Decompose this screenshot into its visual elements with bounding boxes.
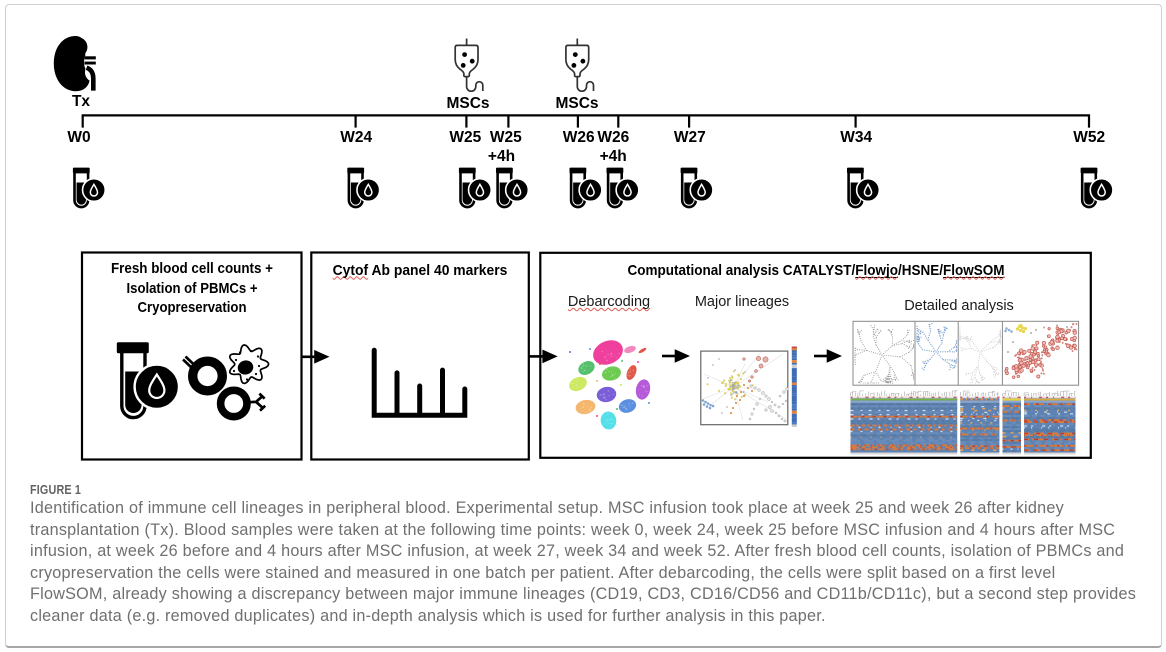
svg-text:W26: W26 bbox=[597, 129, 629, 146]
svg-text:W27: W27 bbox=[674, 129, 706, 146]
svg-text:MSCs: MSCs bbox=[446, 95, 489, 112]
svg-text:+4h: +4h bbox=[488, 148, 515, 165]
svg-text:Isolation of PBMCs +: Isolation of PBMCs + bbox=[127, 280, 258, 297]
svg-text:W0: W0 bbox=[67, 129, 90, 146]
svg-text:+4h: +4h bbox=[600, 148, 627, 165]
svg-text:Tx: Tx bbox=[72, 93, 90, 110]
svg-text:W26: W26 bbox=[563, 129, 595, 146]
svg-text:W25: W25 bbox=[449, 129, 481, 146]
svg-text:Fresh blood cell counts +: Fresh blood cell counts + bbox=[111, 260, 273, 277]
svg-text:W24: W24 bbox=[340, 129, 372, 146]
svg-text:W52: W52 bbox=[1073, 129, 1105, 146]
svg-text:W25: W25 bbox=[490, 129, 522, 146]
svg-text:Detailed analysis: Detailed analysis bbox=[904, 298, 1014, 314]
svg-text:MSCs: MSCs bbox=[555, 95, 598, 112]
svg-text:Major lineages: Major lineages bbox=[695, 294, 789, 310]
svg-text:Cryopreservation: Cryopreservation bbox=[138, 299, 247, 316]
svg-text:W34: W34 bbox=[840, 129, 872, 146]
